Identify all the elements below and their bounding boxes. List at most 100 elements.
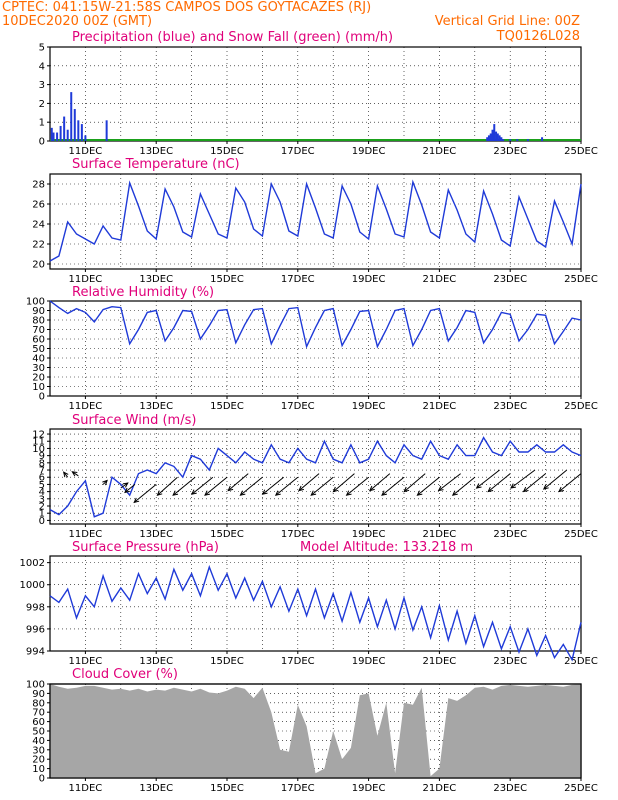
rh-series-line [49,300,582,349]
cloud-xtick-label: 25DEC [564,783,598,794]
temp-ytick-label: 26 [32,200,45,211]
cloud-xtick-label: 13DEC [139,783,173,794]
wind-arrowhead [190,489,197,495]
wind-vector [310,476,334,496]
wind-xtick-label: 13DEC [139,529,173,540]
precip-xtick-label: 13DEC [139,146,173,157]
wind-vector [333,473,355,493]
precip-bar [70,92,73,141]
temp-xtick-label: 19DEC [352,274,386,285]
wind-vector [120,482,129,489]
cloud-ytick-label: 30 [32,745,45,756]
wind-arrowhead [510,483,516,489]
precip-bar [526,139,529,141]
precip-ytick-label: 3 [39,80,45,91]
temp-xtick-label: 21DEC [423,274,457,285]
temp-xtick-label: 13DEC [139,274,173,285]
temp-xtick-label: 15DEC [210,274,244,285]
rh-xtick-label: 19DEC [352,401,386,412]
precip-ytick-label: 0 [39,137,45,148]
rh-ytick-label: 10 [32,382,45,393]
cloud-ytick-label: 100 [26,680,45,691]
wind-xtick-label: 17DEC [281,529,315,540]
precip-bar [496,133,499,141]
pres-xtick-label: 23DEC [493,656,527,667]
wind-vector [346,476,369,496]
wind-arrowhead [451,490,458,496]
wind-vector [476,469,500,489]
rh-xtick-label: 25DEC [564,401,598,412]
precip-bar [516,139,519,141]
wind-vector [172,476,196,496]
wind-arrowhead [124,487,130,494]
header-code: TQ0126L028 [496,29,580,44]
pres-xtick-label: 17DEC [281,656,315,667]
precip-bar [541,137,544,141]
cloud-ytick-label: 40 [32,736,45,747]
wind-vector [487,473,511,493]
temp-xtick-label: 17DEC [281,274,315,285]
pres-xtick-label: 21DEC [423,656,457,667]
wind-arrowhead [522,486,529,493]
rh-xtick-label: 23DEC [493,401,527,412]
rh-ytick-label: 70 [32,325,45,336]
wind-ytick-label: 11 [32,437,45,448]
precip-xtick-label: 19DEC [352,146,386,157]
rh-title: Relative Humidity (%) [72,285,214,300]
pres-ytick-label: 996 [26,624,45,635]
temp-ytick-label: 22 [32,240,45,251]
precip-bar [80,124,83,141]
rh-xtick-label: 21DEC [423,401,457,412]
wind-arrowhead [204,490,211,496]
rh-ytick-label: 80 [32,316,45,327]
wind-ytick-label: 6 [39,473,45,484]
cloud-xtick-label: 11DEC [69,783,103,794]
wind-series-line [49,436,582,518]
pres-series-line [49,564,582,662]
wind-vector [558,473,582,493]
temp-frame [49,173,582,270]
pres-title: Surface Pressure (hPa) [72,540,219,555]
precip-xtick-label: 25DEC [564,146,598,157]
precip-xtick-label: 15DEC [210,146,244,157]
precip-bar [105,120,108,141]
wind-vector [157,476,178,496]
wind-title: Surface Wind (m/s) [72,413,196,428]
temp-ytick-label: 20 [32,260,45,271]
wind-frame [49,428,582,525]
wind-vector [133,484,157,503]
precip-ytick-label: 4 [39,61,45,72]
pres-xtick-label: 11DEC [69,656,103,667]
precip-bar [502,139,505,141]
precip-xtick-label: 17DEC [281,146,315,157]
pres-frame [49,555,582,652]
header-location: CPTEC: 041:15W-21:58S CAMPOS DOS GOYTACA… [2,0,371,15]
wind-arrowhead [487,486,494,493]
rh-ytick-label: 60 [32,335,45,346]
wind-vector [381,476,405,496]
cloud-xtick-label: 17DEC [281,783,315,794]
precip-bar [509,139,512,141]
wind-ytick-label: 5 [39,480,45,491]
precip-panel: 0 1 2 3 4 5 11DEC 13DEC 15DEC 17DEC 19DEC 21DEC 23DE… [39,43,598,158]
precip-bar [493,124,496,141]
wind-ytick-label: 8 [39,458,45,469]
wind-vector [403,473,426,493]
wind-ytick-label: 10 [32,444,45,455]
precip-bar [84,135,87,141]
precip-bar [66,129,69,141]
wind-xtick-label: 21DEC [423,529,457,540]
wind-ytick-label: 12 [32,430,45,441]
precip-bar [495,131,498,141]
precip-xtick-label: 23DEC [493,146,527,157]
pres-xtick-label: 13DEC [139,656,173,667]
rh-ytick-label: 90 [32,306,45,317]
rh-ytick-label: 20 [32,373,45,384]
cloud-ytick-label: 50 [32,727,45,738]
wind-ytick-label: 7 [39,466,45,477]
temp-title: Surface Temperature (nC) [72,157,240,172]
precip-bar [63,116,66,141]
cloud-xtick-label: 19DEC [352,783,386,794]
